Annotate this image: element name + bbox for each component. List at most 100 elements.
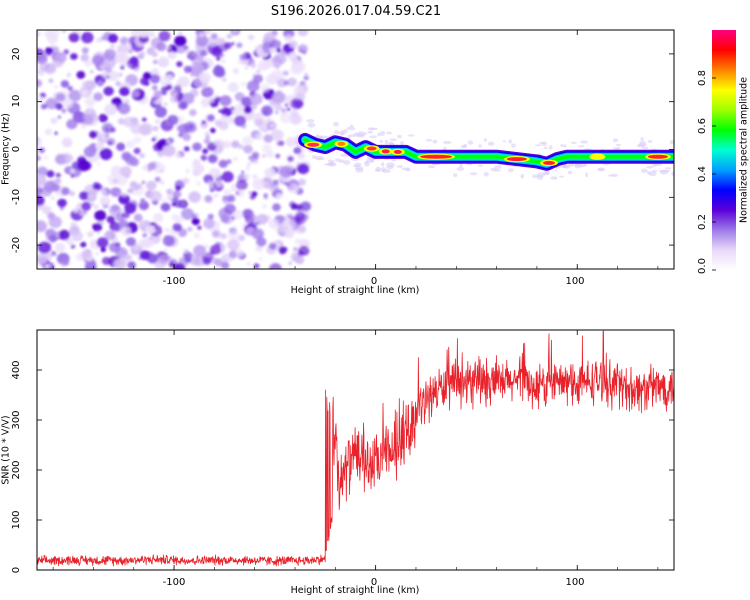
noise-blob xyxy=(138,200,149,211)
noise-blob xyxy=(93,92,103,102)
noise-blob xyxy=(287,77,297,87)
noise-blob xyxy=(80,241,87,248)
haze-blob xyxy=(615,143,622,147)
spectrogram-panel: -100 0 100 20 10 0 -10 -20 Height of str… xyxy=(1,29,675,296)
noise-blob xyxy=(152,125,159,132)
noise-blob xyxy=(120,65,125,70)
noise-blob xyxy=(200,98,211,108)
noise-blob xyxy=(174,215,184,224)
noise-blob xyxy=(223,42,232,50)
noise-blob xyxy=(57,198,67,208)
noise-blob xyxy=(233,225,238,230)
noise-blob xyxy=(235,191,240,196)
noise-blob xyxy=(37,220,47,233)
haze-blob xyxy=(379,139,383,144)
noise-blob xyxy=(192,158,201,167)
noise-blob xyxy=(125,237,136,247)
noise-blob xyxy=(227,82,239,93)
haze-blob xyxy=(578,145,585,148)
noise-blob xyxy=(248,191,252,195)
haze-blob xyxy=(343,160,351,165)
noise-blob xyxy=(191,217,200,226)
noise-blob xyxy=(263,193,269,198)
noise-blob xyxy=(68,89,82,102)
noise-blob xyxy=(189,109,197,117)
noise-blob xyxy=(96,237,109,249)
noise-blob xyxy=(131,183,145,196)
noise-blob xyxy=(263,134,274,143)
noise-blob xyxy=(149,74,161,84)
noise-blob xyxy=(253,44,265,55)
noise-blob xyxy=(120,192,125,196)
haze-blob xyxy=(563,144,567,148)
noise-blob xyxy=(145,225,156,234)
noise-blob xyxy=(259,257,263,261)
haze-blob xyxy=(669,140,674,145)
noise-blob xyxy=(287,183,299,194)
haze-blob xyxy=(466,163,473,166)
noise-blob xyxy=(66,119,78,130)
noise-blob xyxy=(126,140,135,148)
noise-blob xyxy=(270,129,284,141)
noise-blob xyxy=(84,60,92,67)
noise-blob xyxy=(232,209,244,220)
noise-blob xyxy=(56,178,61,184)
noise-blob xyxy=(235,249,245,257)
noise-blob xyxy=(218,109,223,113)
noise-blob xyxy=(95,142,105,151)
noise-blob xyxy=(207,213,214,220)
noise-blob xyxy=(151,86,156,91)
noise-blob xyxy=(274,62,281,69)
noise-blob xyxy=(216,56,221,61)
noise-blob xyxy=(279,166,293,178)
noise-blob xyxy=(54,242,66,253)
haze-blob xyxy=(315,155,324,161)
spectrogram-xtick-label: -100 xyxy=(163,276,186,287)
noise-blob xyxy=(221,171,234,183)
noise-blob xyxy=(147,162,157,171)
noise-blob xyxy=(43,155,48,160)
noise-blob xyxy=(104,66,112,73)
noise-blob xyxy=(298,245,310,256)
noise-blob xyxy=(283,80,290,86)
noise-blob xyxy=(151,137,156,142)
noise-blob xyxy=(54,84,59,89)
noise-blob xyxy=(244,66,249,70)
noise-blob xyxy=(37,182,41,188)
noise-blob xyxy=(37,152,40,157)
noise-blob xyxy=(164,102,168,106)
noise-blob xyxy=(204,195,213,203)
colorbar-tick-label: 0.8 xyxy=(697,70,708,86)
noise-blob xyxy=(44,128,53,136)
haze-blob xyxy=(477,164,483,167)
noise-blob xyxy=(286,107,291,111)
snr-xtick-label: 100 xyxy=(565,577,584,588)
haze-blob xyxy=(585,172,589,178)
noise-blob xyxy=(252,178,266,190)
noise-region xyxy=(37,30,312,269)
noise-blob xyxy=(200,154,208,161)
noise-blob xyxy=(110,44,115,48)
haze-blob xyxy=(647,140,653,143)
noise-blob xyxy=(87,192,96,200)
noise-blob xyxy=(112,178,118,184)
noise-blob xyxy=(153,223,158,228)
noise-blob xyxy=(251,151,260,159)
haze-blob xyxy=(307,122,316,128)
noise-blob xyxy=(226,33,233,39)
noise-blob xyxy=(209,244,222,255)
noise-blob xyxy=(241,170,245,174)
haze-blob xyxy=(364,161,369,164)
haze-blob xyxy=(520,173,525,179)
haze-blob xyxy=(382,169,391,173)
noise-blob xyxy=(292,108,297,112)
noise-blob xyxy=(81,31,94,44)
noise-blob xyxy=(193,245,207,257)
hotspot xyxy=(307,142,320,147)
noise-blob xyxy=(175,185,182,191)
noise-blob xyxy=(66,73,72,77)
noise-blob xyxy=(140,51,145,56)
noise-blob xyxy=(127,188,134,194)
noise-blob xyxy=(176,61,183,67)
haze-blob xyxy=(560,143,564,148)
